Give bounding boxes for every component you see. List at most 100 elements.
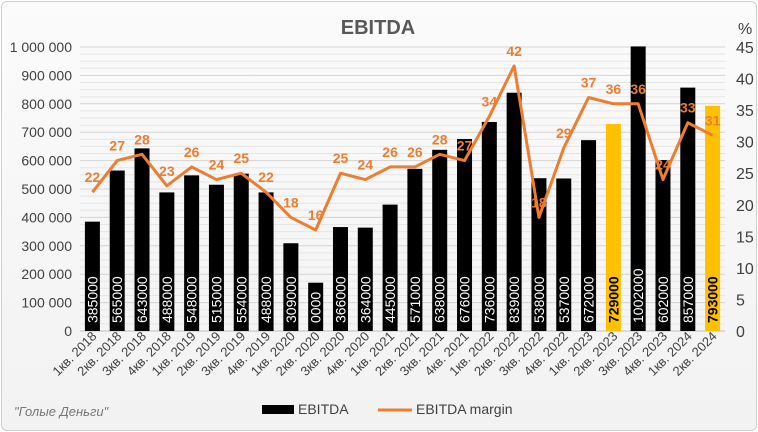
bar-data-label: 672000 [581, 276, 597, 323]
bar [134, 148, 150, 331]
y-right-tick-label: 45 [736, 40, 754, 57]
bar-data-label: 488000 [159, 276, 175, 323]
bar-data-label: 364000 [357, 276, 373, 323]
bar-data-label: 729000 [605, 276, 621, 323]
line-data-label: 24 [655, 157, 671, 173]
bar-data-label: 676000 [457, 276, 473, 323]
line-data-label: 33 [680, 100, 696, 116]
bar [457, 139, 473, 331]
bar [605, 123, 621, 332]
bar [556, 178, 572, 331]
bar [655, 160, 671, 331]
bar-data-label: 537000 [556, 276, 572, 323]
bar [159, 192, 175, 331]
y-right-tick-label: 30 [736, 135, 754, 152]
line-data-label: 28 [134, 131, 150, 147]
bar [308, 282, 324, 331]
bar [233, 173, 249, 331]
bar-data-label: 538000 [531, 276, 547, 323]
y-left-tick-label: 500 000 [21, 181, 72, 197]
bar [357, 227, 373, 331]
bar [84, 221, 100, 331]
line-data-label: 36 [606, 81, 622, 97]
line-data-label: 23 [159, 163, 175, 179]
line-data-label: 22 [85, 169, 101, 185]
line-data-label: 26 [382, 144, 398, 160]
bar-data-label: 385000 [84, 276, 100, 323]
bar-data-label: 857000 [680, 276, 696, 323]
y-right-tick-label: 40 [736, 72, 754, 89]
bar [407, 168, 423, 331]
legend-label-margin: EBITDA margin [416, 401, 512, 417]
bar-data-label: 515000 [208, 276, 224, 323]
bar [506, 92, 522, 331]
bar [432, 149, 448, 331]
line-data-label: 36 [630, 81, 646, 97]
bar-data-label: 571000 [407, 276, 423, 323]
line-data-label: 29 [556, 125, 572, 141]
line-data-label: 27 [109, 138, 125, 154]
watermark: "Голые Деньги" [14, 404, 109, 419]
bar [109, 170, 125, 331]
y-right-tick-label: 15 [736, 229, 754, 246]
line-data-label: 37 [581, 74, 597, 90]
y-left-tick-label: 600 000 [21, 153, 72, 169]
y-left-tick-label: 100 000 [21, 295, 72, 311]
y-left-tick-label: 800 000 [21, 96, 72, 112]
line-data-label: 24 [357, 157, 373, 173]
y-right-tick-label: 5 [736, 292, 745, 309]
bar-data-label: 554000 [233, 276, 249, 323]
line-data-label: 16 [308, 207, 324, 223]
line-data-label: 18 [283, 194, 299, 210]
bar-data-label: 736000 [481, 276, 497, 323]
line-data-label: 24 [209, 157, 225, 173]
y-left-tick-label: 700 000 [21, 124, 72, 140]
line-data-label: 42 [506, 43, 522, 59]
line-data-label: 18 [531, 194, 547, 210]
line-data-label: 25 [233, 150, 249, 166]
bar [531, 178, 547, 331]
line-data-label: 26 [184, 144, 200, 160]
margin-line [91, 64, 714, 232]
bar [481, 121, 497, 331]
line-data-label: 27 [457, 138, 473, 154]
bar-data-label: 1002000 [630, 268, 646, 323]
legend-swatch-ebitda [262, 405, 294, 414]
y-right-tick-label: 20 [736, 198, 754, 215]
line-data-label: 26 [407, 144, 423, 160]
bar-data-label: 602000 [655, 276, 671, 323]
bar-data-label: 793000 [705, 276, 721, 323]
y-right-axis-label: % [738, 21, 752, 38]
bar [208, 184, 224, 331]
bar-data-label: 488000 [258, 276, 274, 323]
bar-data-label: 638000 [432, 276, 448, 323]
bar [258, 192, 274, 331]
line-data-label: 25 [333, 150, 349, 166]
line-data-label: 34 [482, 93, 498, 109]
legend-label-ebitda: EBITDA [298, 401, 349, 417]
y-right-tick-label: 0 [736, 324, 745, 341]
y-left-tick-label: 1 000 000 [10, 39, 72, 55]
bar [332, 227, 348, 331]
y-left-tick-label: 900 000 [21, 67, 72, 83]
bar [680, 87, 696, 331]
y-left-tick-label: 200 000 [21, 266, 72, 282]
bar-data-label: 565000 [109, 276, 125, 323]
line-data-label: 22 [258, 169, 274, 185]
bar [283, 243, 299, 331]
bar [581, 140, 597, 331]
chart-title: EBITDA [341, 17, 415, 39]
bar [184, 175, 200, 331]
y-right-tick-label: 35 [736, 103, 754, 120]
y-left-tick-label: 300 000 [21, 238, 72, 254]
y-left-tick-label: 0 [64, 323, 72, 339]
y-left-tick-label: 400 000 [21, 209, 72, 225]
bar-data-label: 366000 [332, 276, 348, 323]
line-data-label: 28 [432, 131, 448, 147]
bar-data-label: 445000 [382, 276, 398, 323]
bar-data-label: 839000 [506, 276, 522, 323]
bar-data-label: 0000 [308, 292, 324, 323]
bar [705, 105, 721, 332]
bar-data-label: 643000 [134, 276, 150, 323]
